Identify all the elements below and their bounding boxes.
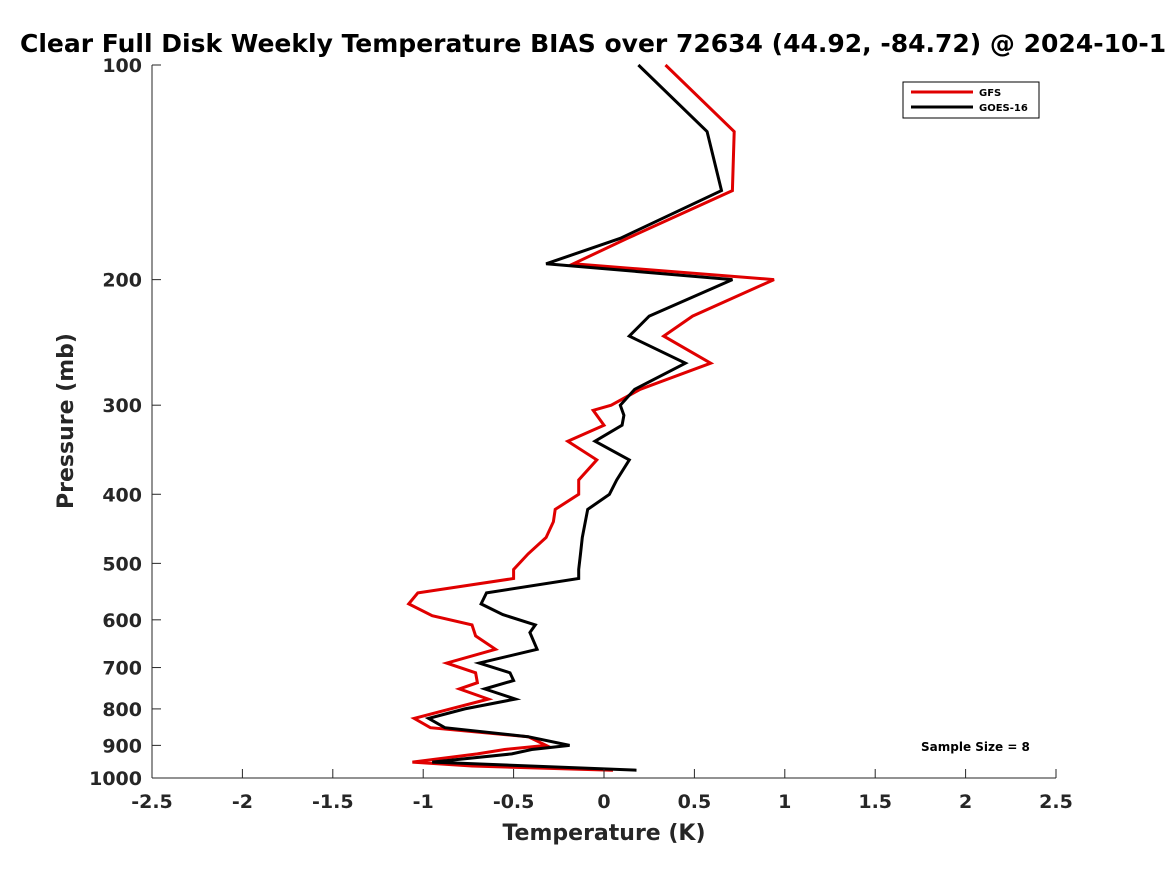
y-axis-label: Pressure (mb) — [54, 333, 79, 509]
x-tick-label: 2 — [959, 791, 972, 813]
x-axis-label: Temperature (K) — [502, 821, 705, 846]
x-tick-label: 1.5 — [858, 791, 892, 813]
y-ticks: 100 200 300 400 500 600 700 800 900 1000 — [89, 55, 161, 790]
y-tick-label: 700 — [102, 658, 142, 680]
plot-area: -2.5 -2 -1.5 -1 -0.5 0 0.5 1 1.5 2 2.5 100 200 300 40… — [89, 55, 1073, 813]
x-tick-label: -1.5 — [312, 791, 354, 813]
y-tick-label: 500 — [102, 553, 142, 575]
sample-size-annotation: Sample Size = 8 — [921, 740, 1030, 754]
x-tick-label: 0 — [597, 791, 610, 813]
y-tick-label: 600 — [102, 610, 142, 632]
y-tick-label: 1000 — [89, 768, 142, 790]
chart-title: Clear Full Disk Weekly Temperature BIAS … — [20, 29, 1166, 58]
series-line-goes16 — [424, 63, 734, 772]
x-ticks: -2.5 -2 -1.5 -1 -0.5 0 0.5 1 1.5 2 2.5 — [131, 769, 1073, 813]
y-tick-label: 100 — [102, 55, 142, 77]
series-layer — [406, 63, 775, 772]
legend-label-goes16: GOES-16 — [979, 103, 1028, 114]
x-tick-label: -2.5 — [131, 791, 173, 813]
x-tick-label: -0.5 — [493, 791, 535, 813]
legend-label-gfs: GFS — [979, 88, 1001, 99]
x-tick-label: -1 — [413, 791, 434, 813]
x-tick-label: 2.5 — [1039, 791, 1073, 813]
legend-box — [902, 81, 1040, 119]
y-tick-label: 400 — [102, 484, 142, 506]
plot-background — [152, 65, 1056, 778]
series-line-gfs — [406, 63, 775, 772]
y-tick-label: 800 — [102, 699, 142, 721]
y-tick-label: 900 — [102, 735, 142, 757]
y-tick-label: 300 — [102, 395, 142, 417]
y-tick-label: 200 — [102, 270, 142, 292]
x-tick-label: 1 — [778, 791, 791, 813]
x-tick-label: 0.5 — [678, 791, 712, 813]
legend: GFS GOES-16 — [902, 81, 1040, 119]
x-tick-label: -2 — [232, 791, 253, 813]
